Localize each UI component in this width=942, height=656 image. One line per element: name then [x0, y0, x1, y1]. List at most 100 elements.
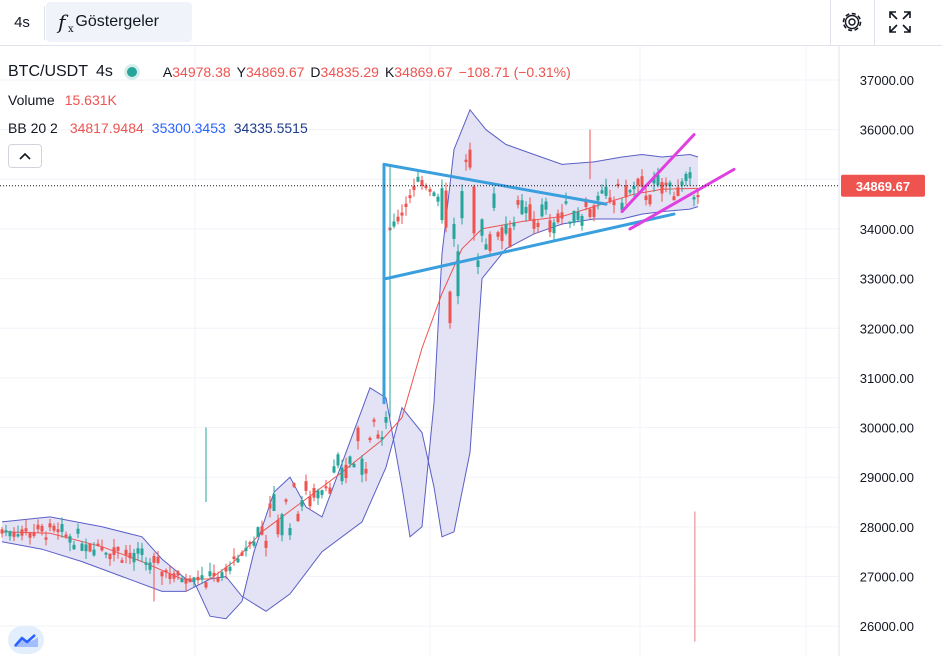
candle-body — [528, 204, 532, 220]
volume-value: 15.631K — [64, 92, 117, 108]
candle-body — [284, 499, 288, 502]
price-chart[interactable]: 37000.0036000.0035000.0034000.0033000.00… — [0, 46, 942, 656]
candle-body — [404, 203, 408, 207]
candle-body — [408, 195, 412, 199]
candle-body — [208, 571, 212, 577]
candle-body — [384, 417, 388, 423]
candle-body — [40, 525, 44, 532]
candle-body — [484, 244, 488, 250]
candle-body — [332, 466, 336, 473]
candle-body — [524, 206, 528, 214]
candle-body — [164, 570, 168, 573]
candle-body — [64, 534, 68, 537]
candle-body — [220, 572, 224, 578]
candle-body — [536, 222, 540, 228]
candle-body — [364, 468, 368, 474]
candle-body — [76, 528, 80, 534]
price-tick-label: 29000.00 — [860, 470, 914, 485]
candle-body — [680, 181, 684, 186]
bollinger-band-fill — [2, 109, 698, 619]
price-tick-label: 27000.00 — [860, 570, 914, 585]
candle-body — [576, 211, 580, 220]
candle-body — [588, 208, 592, 217]
candle-body — [84, 544, 88, 552]
candle-body — [668, 182, 672, 187]
candle-body — [540, 204, 544, 217]
candle-body — [140, 548, 144, 555]
bollinger-label[interactable]: BB 20 2 — [8, 120, 58, 136]
candle-body — [88, 543, 92, 552]
candle-body — [44, 537, 48, 540]
candle-body — [232, 556, 236, 560]
candle-body — [508, 227, 512, 248]
current-price-tag: 34869.67 — [841, 174, 925, 197]
volume-row: Volume 15.631K — [8, 86, 577, 114]
candle-body — [52, 525, 56, 531]
symbol-name[interactable]: BTC/USDT — [8, 63, 88, 80]
candle-body — [456, 251, 460, 297]
candle-body — [196, 576, 200, 581]
candle-body — [316, 490, 320, 499]
candle-body — [376, 434, 380, 439]
candle-body — [432, 192, 436, 196]
candle-body — [200, 575, 204, 580]
candle-body — [192, 577, 196, 583]
candle-body — [488, 234, 492, 251]
candle-body — [428, 189, 432, 192]
candle-body — [312, 488, 316, 498]
interval-button[interactable]: 4s — [14, 13, 30, 31]
candle-body — [608, 197, 612, 202]
candle-body — [120, 560, 124, 563]
price-tick-label: 36000.00 — [860, 123, 914, 138]
candle-body — [8, 531, 12, 537]
indicators-label: Göstergeler — [75, 13, 159, 30]
candle-body — [640, 176, 644, 187]
candle-body — [128, 552, 132, 559]
candle-body — [352, 463, 356, 468]
candle-body — [552, 222, 556, 234]
candle-body — [452, 223, 456, 239]
candle-body — [216, 576, 220, 582]
candle-body — [112, 547, 116, 555]
candle-body — [440, 188, 444, 221]
candle-body — [568, 221, 572, 224]
candle-body — [584, 199, 588, 207]
candle-body — [100, 546, 104, 551]
candle-body — [288, 527, 292, 536]
symbol-row: BTC/USDT 4s A 34978.38 Y 34869.67 D 34835.2… — [8, 58, 577, 86]
candle-body — [256, 527, 260, 537]
candle-body — [80, 543, 84, 551]
candle-body — [212, 572, 216, 577]
candle-body — [476, 260, 480, 267]
candle-body — [36, 524, 40, 530]
collapse-legend-button[interactable] — [8, 144, 42, 168]
expand-icon[interactable] — [886, 8, 914, 36]
candle-body — [252, 541, 256, 546]
candle-body — [688, 172, 692, 179]
candle-body — [28, 533, 32, 538]
candle-body — [348, 456, 352, 464]
bollinger-upper-value: 35300.3453 — [151, 120, 226, 136]
candle-body — [204, 582, 208, 588]
ohlc-high-label: Y — [236, 64, 246, 80]
candle-body — [240, 552, 244, 556]
volume-label[interactable]: Volume — [8, 92, 55, 108]
triangle-lower-trendline — [384, 212, 676, 281]
candle-body — [572, 211, 576, 223]
candle-body — [380, 437, 384, 440]
candle-body — [676, 187, 680, 196]
candle-body — [492, 193, 496, 208]
tradingview-logo-icon — [14, 634, 38, 647]
channel-upper-line — [620, 133, 696, 214]
tradingview-logo[interactable] — [8, 626, 44, 654]
candle-body — [304, 481, 308, 491]
candle-body — [616, 183, 620, 186]
candle-body — [628, 190, 632, 193]
triangle-upper-trendline — [382, 162, 608, 206]
gear-icon[interactable] — [838, 8, 866, 36]
candle-body — [336, 454, 340, 466]
toolbar-divider — [44, 6, 45, 40]
toolbar-divider — [830, 0, 831, 46]
